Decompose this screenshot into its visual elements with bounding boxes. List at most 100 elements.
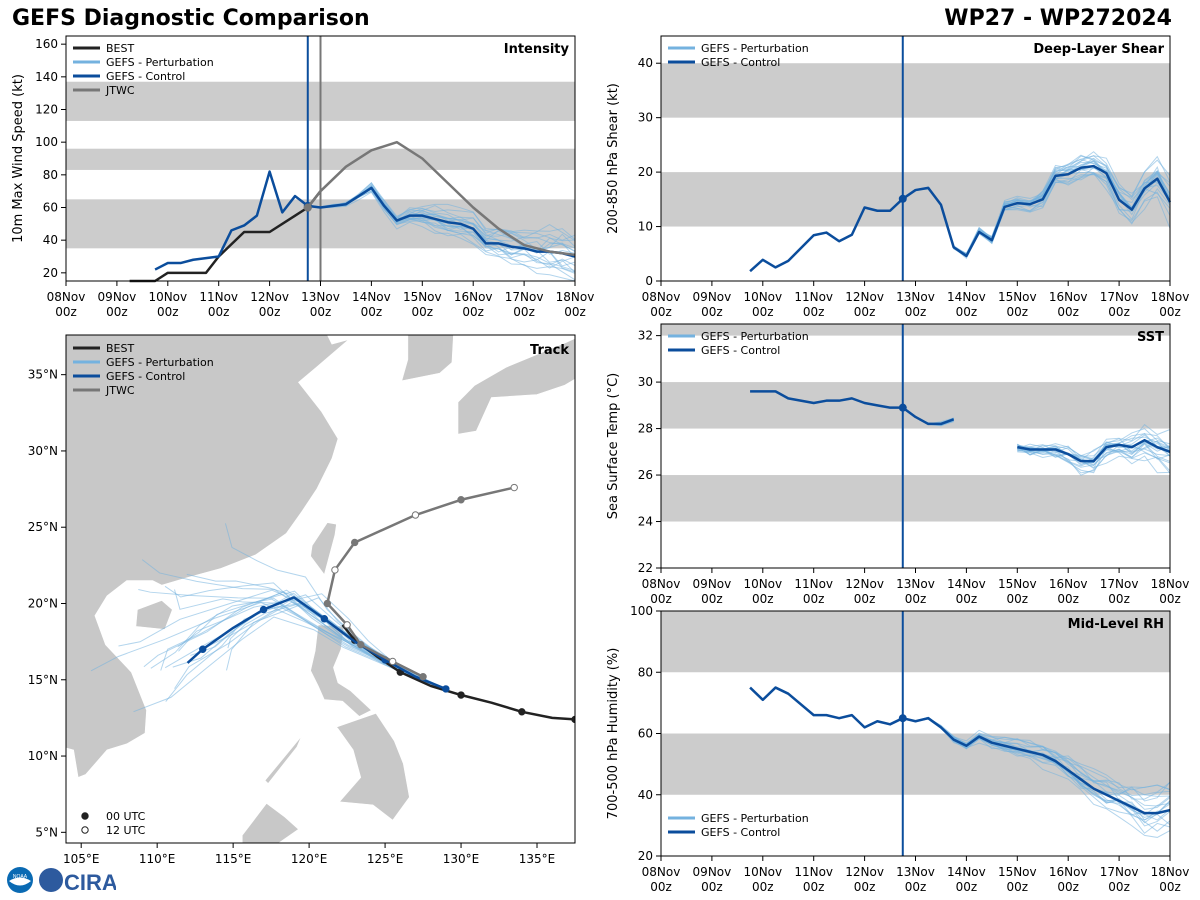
track-point — [388, 657, 397, 666]
track-line-jtwc — [326, 486, 515, 678]
marker-legend-symbol — [81, 812, 89, 820]
track-panel: 105°E 110°E 115°E 120°E 125°E 130°E 135°E 5°N 10… — [28, 334, 576, 866]
legend-label: GEFS - Perturbation — [701, 330, 809, 343]
legend-label: GEFS - Control — [701, 344, 780, 357]
x-tick-label: 09Nov — [693, 577, 732, 591]
land-korea — [401, 335, 454, 382]
land-luzon — [310, 624, 372, 717]
rh-panel: 2040608010008Nov00z09Nov00z10Nov00z11Nov… — [606, 604, 1189, 894]
panel-title: Intensity — [504, 42, 570, 57]
threshold-band — [661, 382, 1170, 429]
x-tick-label: 135°E — [519, 852, 556, 866]
y-tick-label: 32 — [638, 329, 653, 343]
track-point — [510, 483, 518, 492]
x-tick-label: 17Nov — [1100, 290, 1139, 304]
series-line-gefs-control — [154, 170, 576, 271]
y-tick-label: 30 — [638, 375, 653, 389]
x-tick-label: 00z — [803, 305, 825, 319]
x-tick-label: 10Nov — [743, 865, 782, 879]
x-tick-label: 14Nov — [352, 290, 391, 304]
x-tick-label: 13Nov — [896, 577, 935, 591]
x-tick-label: 00z — [310, 305, 332, 319]
panel-title: SST — [1137, 330, 1164, 345]
x-tick-label: 00z — [854, 880, 876, 894]
y-tick-label: 35°N — [28, 368, 58, 382]
threshold-band — [661, 63, 1170, 118]
y-tick-label: 26 — [638, 468, 653, 482]
y-tick-label: 22 — [638, 561, 653, 575]
legend-label: GEFS - Control — [701, 56, 780, 69]
x-tick-label: 00z — [1007, 880, 1029, 894]
x-tick-label: 15Nov — [998, 290, 1037, 304]
x-tick-label: 00z — [905, 880, 927, 894]
threshold-band — [661, 733, 1170, 795]
marker-legend-label: 00 UTC — [106, 810, 146, 823]
x-tick-label: 00z — [1057, 592, 1079, 606]
x-tick-label: 14Nov — [947, 577, 986, 591]
y-axis-label: Sea Surface Temp (°C) — [606, 373, 621, 520]
track-point — [323, 599, 332, 608]
marker-legend-label: 12 UTC — [106, 824, 146, 837]
x-tick-label: 00z — [259, 305, 281, 319]
x-tick-label: 00z — [1108, 305, 1130, 319]
storm-id: WP27 - WP272024 — [944, 6, 1172, 31]
legend-label: BEST — [106, 42, 134, 55]
legend-label: JTWC — [105, 84, 135, 97]
y-tick-label: 80 — [43, 168, 58, 182]
x-tick-label: 00z — [1159, 592, 1181, 606]
x-tick-label: 16Nov — [1049, 865, 1088, 879]
track-point — [199, 645, 207, 653]
y-axis-label: 10m Max Wind Speed (kt) — [11, 74, 26, 243]
y-tick-label: 10°N — [28, 749, 58, 763]
y-tick-label: 40 — [638, 56, 653, 70]
x-tick-label: 00z — [462, 305, 484, 319]
x-tick-label: 16Nov — [1049, 577, 1088, 591]
series-line-gefs-control — [749, 164, 1172, 273]
y-tick-label: 40 — [638, 788, 653, 802]
track-point — [350, 538, 359, 547]
legend-label: GEFS - Control — [701, 826, 780, 839]
perturbation-member-line — [1017, 449, 1171, 474]
series-line-gefs-control-cont- — [1017, 438, 1171, 463]
y-tick-label: 80 — [638, 665, 653, 679]
x-tick-label: 00z — [854, 305, 876, 319]
y-tick-label: 25°N — [28, 520, 58, 534]
x-tick-label: 00z — [1159, 305, 1181, 319]
x-tick-label: 00z — [157, 305, 179, 319]
x-tick-label: 09Nov — [693, 865, 732, 879]
x-tick-label: 18Nov — [1151, 865, 1190, 879]
x-tick-label: 125°E — [367, 852, 404, 866]
perturbation-member-line — [307, 181, 576, 252]
threshold-band — [661, 611, 1170, 673]
x-tick-label: 120°E — [291, 852, 328, 866]
panel-title: Track — [530, 343, 569, 358]
x-tick-label: 14Nov — [947, 865, 986, 879]
x-tick-label: 14Nov — [947, 290, 986, 304]
y-tick-label: 40 — [43, 233, 58, 247]
x-tick-label: 13Nov — [301, 290, 340, 304]
x-tick-label: 00z — [803, 592, 825, 606]
x-tick-label: 09Nov — [98, 290, 137, 304]
plot-frame — [660, 323, 1171, 569]
x-tick-label: 00z — [650, 305, 672, 319]
series-line-jtwc — [306, 140, 576, 257]
track-point — [518, 708, 526, 716]
y-tick-label: 30°N — [28, 444, 58, 458]
y-tick-label: 20 — [638, 849, 653, 863]
x-tick-label: 00z — [650, 592, 672, 606]
x-tick-label: 09Nov — [693, 290, 732, 304]
intensity-panel: 2040608010012014016008Nov00z09Nov00z10No… — [11, 35, 594, 319]
x-tick-label: 00z — [956, 592, 978, 606]
x-tick-label: 18Nov — [1151, 290, 1190, 304]
x-tick-label: 00z — [701, 305, 723, 319]
track-point — [343, 621, 351, 629]
track-line-gefs-control — [186, 596, 447, 691]
x-tick-label: 15Nov — [403, 290, 442, 304]
x-tick-label: 10Nov — [743, 577, 782, 591]
y-tick-label: 20°N — [28, 596, 58, 610]
x-tick-label: 00z — [905, 592, 927, 606]
plot-frame — [65, 334, 576, 844]
threshold-band — [661, 475, 1170, 522]
x-tick-label: 00z — [1159, 880, 1181, 894]
